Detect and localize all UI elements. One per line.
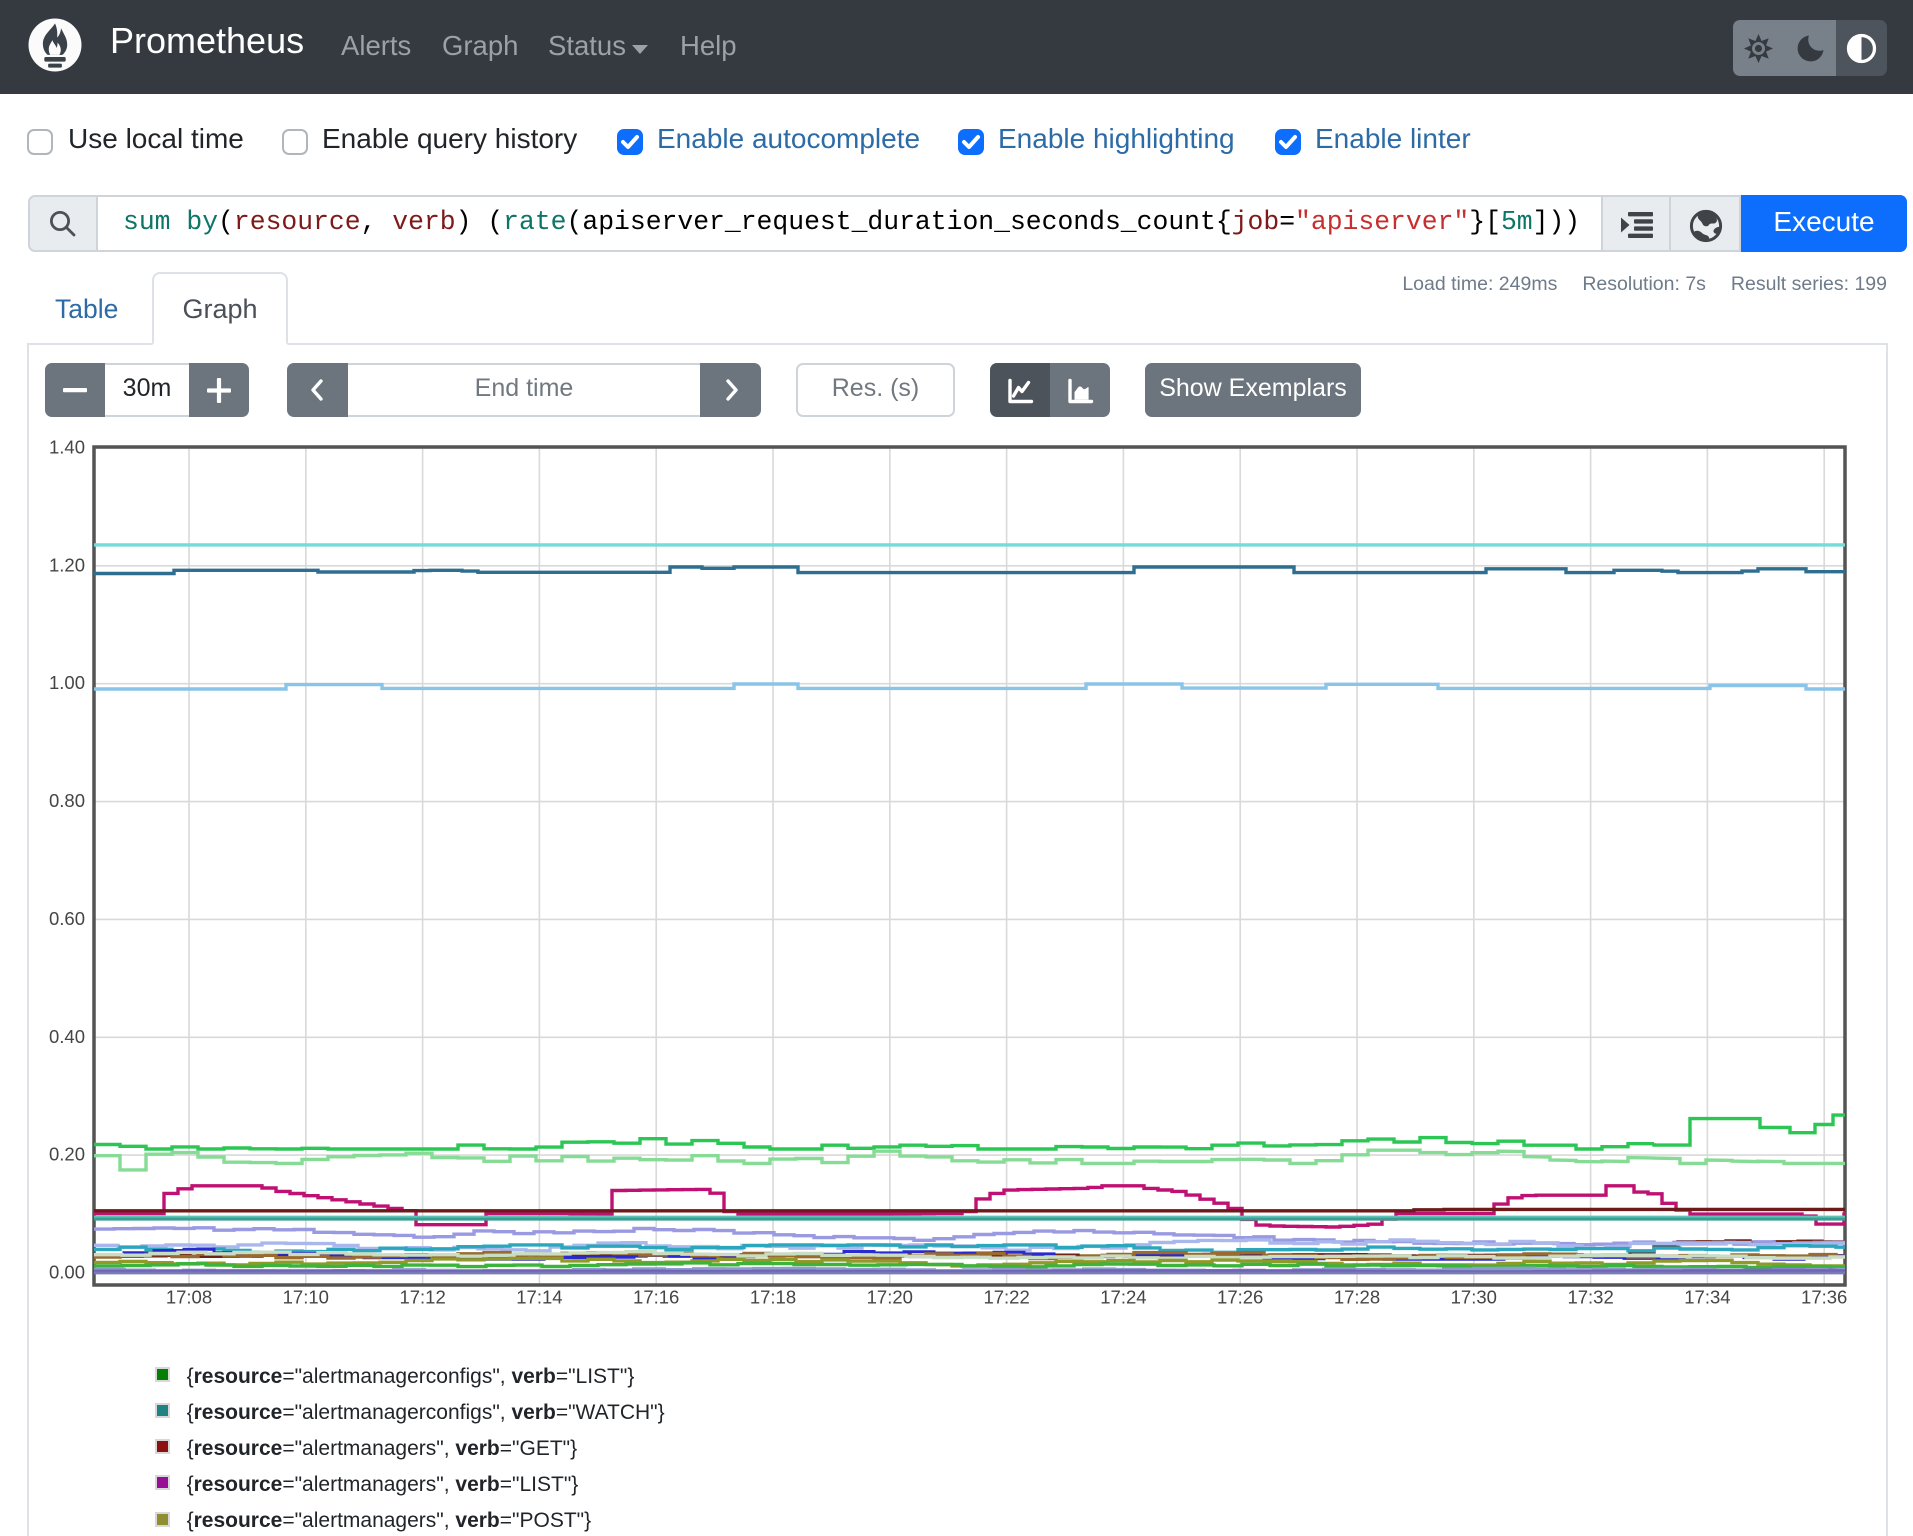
svg-text:17:12: 17:12: [399, 1287, 445, 1308]
svg-text:17:30: 17:30: [1451, 1287, 1497, 1308]
svg-text:17:36: 17:36: [1801, 1287, 1847, 1308]
svg-text:17:26: 17:26: [1217, 1287, 1263, 1308]
svg-text:1.20: 1.20: [49, 554, 85, 575]
svg-text:17:14: 17:14: [516, 1287, 562, 1308]
svg-text:1.00: 1.00: [49, 672, 85, 693]
svg-text:17:22: 17:22: [983, 1287, 1029, 1308]
svg-text:1.40: 1.40: [49, 437, 85, 458]
svg-text:0.80: 0.80: [49, 790, 85, 811]
svg-text:17:24: 17:24: [1100, 1287, 1146, 1308]
svg-text:0.40: 0.40: [49, 1026, 85, 1047]
svg-text:17:20: 17:20: [867, 1287, 913, 1308]
svg-text:0.60: 0.60: [49, 908, 85, 929]
svg-text:17:16: 17:16: [633, 1287, 679, 1308]
svg-text:0.20: 0.20: [49, 1144, 85, 1165]
svg-text:17:34: 17:34: [1684, 1287, 1730, 1308]
svg-text:17:08: 17:08: [166, 1287, 212, 1308]
svg-text:0.00: 0.00: [49, 1262, 85, 1283]
svg-text:17:32: 17:32: [1567, 1287, 1613, 1308]
svg-text:17:10: 17:10: [283, 1287, 329, 1308]
svg-text:17:28: 17:28: [1334, 1287, 1380, 1308]
svg-text:17:18: 17:18: [750, 1287, 796, 1308]
